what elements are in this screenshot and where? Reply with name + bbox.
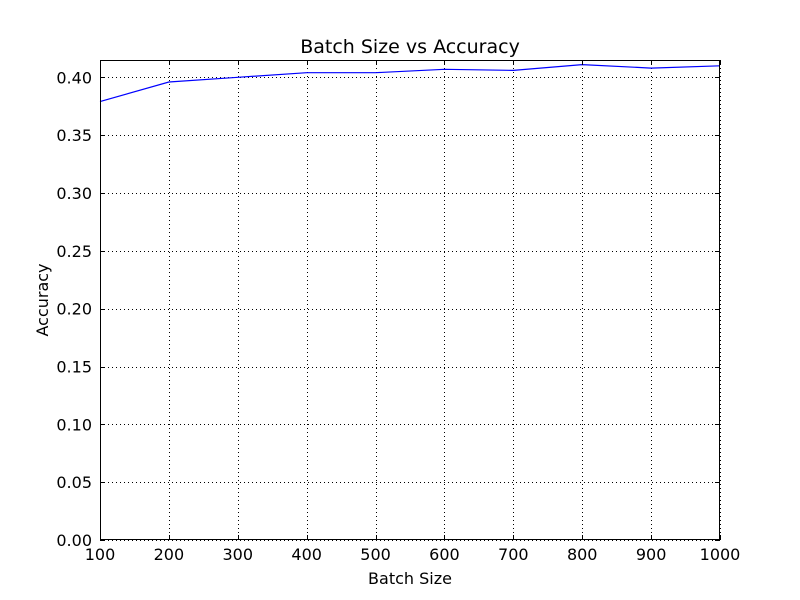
x-tick-label: 300 bbox=[223, 545, 254, 564]
y-axis-label: Accuracy bbox=[33, 263, 52, 336]
x-tick-label: 700 bbox=[498, 545, 529, 564]
x-tick-label: 500 bbox=[360, 545, 391, 564]
chart-title: Batch Size vs Accuracy bbox=[300, 36, 520, 58]
y-tick-label: 0.20 bbox=[56, 300, 92, 319]
y-tick-label: 0.25 bbox=[56, 242, 92, 261]
y-tick-label: 0.00 bbox=[56, 531, 92, 550]
series-layer bbox=[99, 63, 721, 103]
y-tick-label: 0.40 bbox=[56, 68, 92, 87]
x-tick-label: 400 bbox=[291, 545, 322, 564]
x-tick-label: 1000 bbox=[700, 545, 741, 564]
x-tick-label: 100 bbox=[85, 545, 116, 564]
x-tick-label: 900 bbox=[636, 545, 667, 564]
x-axis-label: Batch Size bbox=[368, 569, 452, 588]
grid-lines bbox=[100, 60, 721, 541]
x-tick-label: 600 bbox=[429, 545, 460, 564]
axis-ticks: 100 200 300 400 500 600 700 800 900 1000 0.00 0.05 0… bbox=[56, 60, 740, 564]
y-tick-label: 0.15 bbox=[56, 358, 92, 377]
x-tick-label: 800 bbox=[567, 545, 598, 564]
y-tick-label: 0.30 bbox=[56, 184, 92, 203]
series-line bbox=[99, 63, 721, 103]
y-tick-label: 0.10 bbox=[56, 415, 92, 434]
y-tick-label: 0.35 bbox=[56, 126, 92, 145]
plot-frame bbox=[100, 60, 720, 540]
x-tick-label: 200 bbox=[154, 545, 185, 564]
y-tick-label: 0.05 bbox=[56, 473, 92, 492]
